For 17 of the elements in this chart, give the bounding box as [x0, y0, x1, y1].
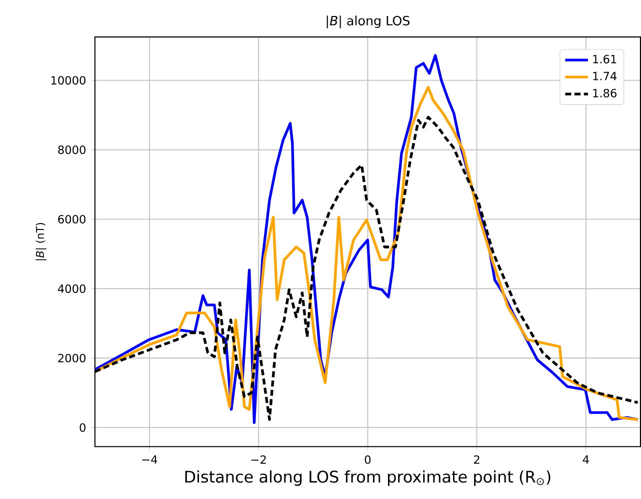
- y-tick-label: 4000: [58, 284, 86, 294]
- legend-label: 1.61: [593, 55, 616, 64]
- legend-label: 1.74: [593, 72, 617, 80]
- y-tick-label: 8000: [58, 146, 86, 154]
- y-axis-title: |B| (nT): [36, 223, 46, 260]
- x-axis-title: Distance along LOS from proximate point (R$_{⊙}$): [185, 470, 550, 486]
- y-tick-label: 0: [80, 423, 86, 432]
- chart-title: |B| along LOS: [326, 16, 410, 28]
- x-tick-label: 0: [364, 456, 371, 464]
- y-tick-label: 2000: [58, 354, 86, 363]
- x-tick-label: −2: [251, 456, 266, 464]
- x-tick-label: −4: [142, 456, 158, 464]
- x-tick-label: 2: [474, 456, 480, 464]
- y-tick-label: 10000: [51, 76, 86, 85]
- x-tick-label: 4: [582, 456, 589, 464]
- y-tick-label: 6000: [58, 215, 86, 224]
- legend-label: 1.86: [593, 89, 616, 98]
